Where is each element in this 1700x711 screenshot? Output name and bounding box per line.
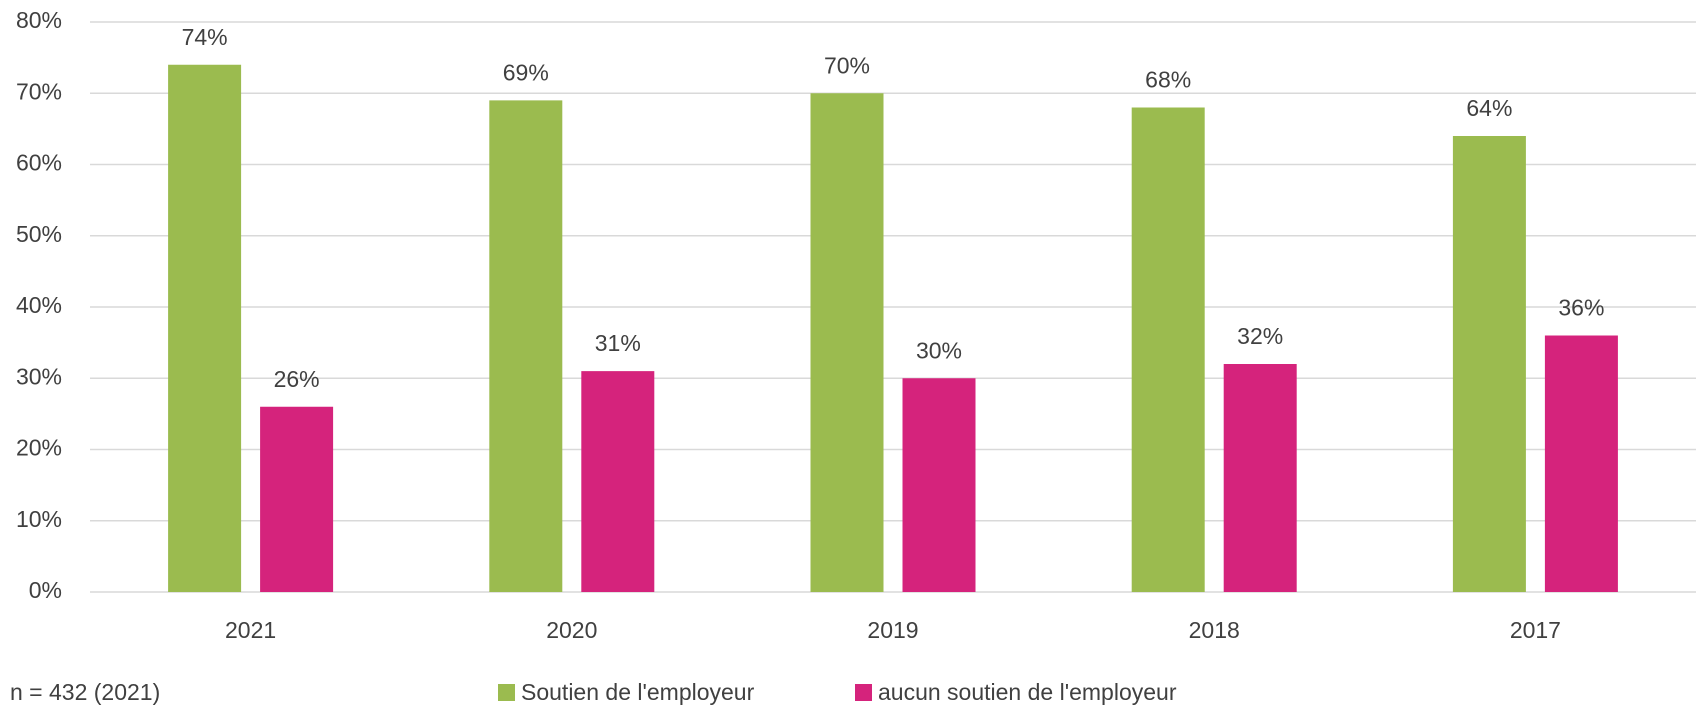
bar xyxy=(260,406,334,592)
data-label: 32% xyxy=(1237,323,1283,349)
x-tick-label: 2019 xyxy=(867,617,918,643)
x-tick-label: 2017 xyxy=(1510,617,1561,643)
y-tick-label: 0% xyxy=(29,577,62,603)
data-label: 74% xyxy=(182,24,228,50)
legend-label: aucun soutien de l'employeur xyxy=(878,679,1177,705)
y-tick-label: 70% xyxy=(16,78,62,104)
legend-label: Soutien de l'employeur xyxy=(521,679,755,705)
data-label: 30% xyxy=(916,337,962,363)
note: n = 432 (2021) xyxy=(10,679,160,705)
y-tick-label: 80% xyxy=(16,7,62,33)
data-label: 64% xyxy=(1466,95,1512,121)
bar xyxy=(902,378,976,592)
bar xyxy=(1131,107,1205,592)
bar xyxy=(489,100,563,592)
y-tick-label: 40% xyxy=(16,292,62,318)
x-tick-label: 2021 xyxy=(225,617,276,643)
y-tick-label: 10% xyxy=(16,506,62,532)
data-label: 31% xyxy=(595,330,641,356)
bar xyxy=(1223,364,1297,592)
y-tick-label: 30% xyxy=(16,363,62,389)
data-label: 26% xyxy=(274,366,320,392)
bar xyxy=(1452,136,1526,592)
data-label: 36% xyxy=(1558,295,1604,321)
bar xyxy=(581,371,655,592)
bar xyxy=(1544,335,1618,592)
y-tick-label: 20% xyxy=(16,435,62,461)
legend-swatch xyxy=(498,684,515,701)
x-tick-label: 2020 xyxy=(546,617,597,643)
bar xyxy=(810,93,884,592)
data-label: 68% xyxy=(1145,67,1191,93)
bar xyxy=(168,64,242,592)
data-label: 69% xyxy=(503,59,549,85)
data-label: 70% xyxy=(824,52,870,78)
legend-swatch xyxy=(855,684,872,701)
y-tick-label: 50% xyxy=(16,221,62,247)
y-tick-label: 60% xyxy=(16,150,62,176)
x-tick-label: 2018 xyxy=(1189,617,1240,643)
